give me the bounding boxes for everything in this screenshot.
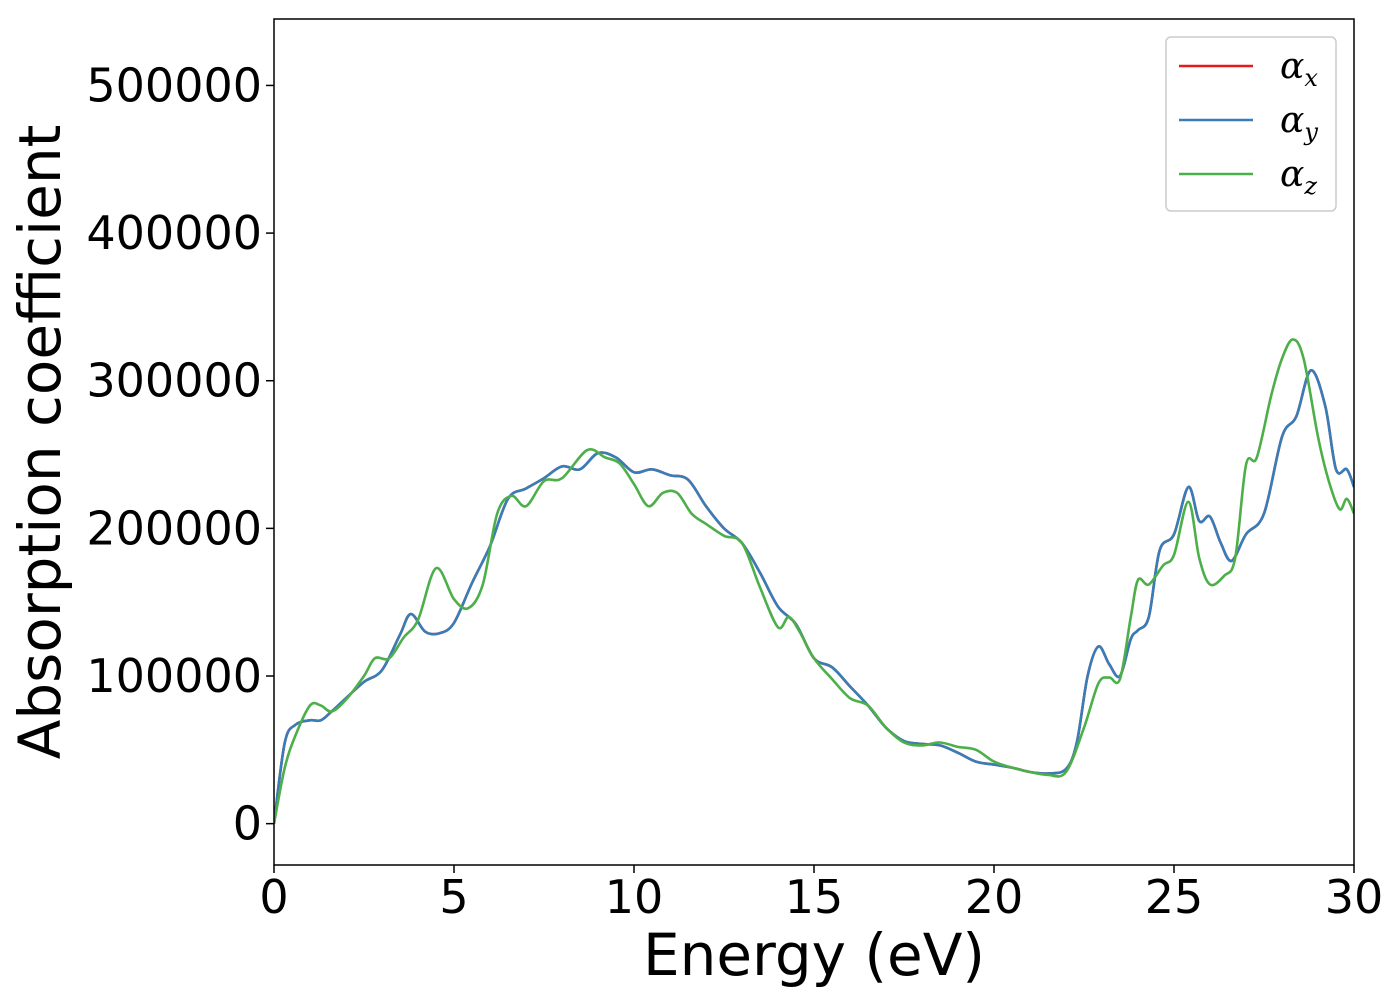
- x-tick-label: 30: [1325, 870, 1384, 924]
- y-tick-label: 300000: [86, 354, 262, 408]
- legend-label-z: αz: [1280, 154, 1317, 200]
- y-tick-label: 200000: [86, 501, 262, 555]
- y-tick-label: 0: [233, 797, 262, 851]
- x-tick-label: 15: [785, 870, 844, 924]
- y-axis-title: Absorption coefficient: [6, 125, 74, 760]
- series-line-z: [274, 338, 1354, 824]
- series-line-x: [274, 369, 1354, 824]
- series-line-y: [274, 369, 1354, 824]
- x-tick-label: 10: [605, 870, 664, 924]
- y-tick-label: 500000: [86, 58, 262, 112]
- x-axis: 0 5 10 15 20 25 30: [259, 865, 1383, 924]
- legend-label-y: αy: [1280, 100, 1318, 146]
- legend-label-x: αx: [1280, 46, 1318, 92]
- x-tick-label: 0: [259, 870, 288, 924]
- y-tick-label: 100000: [86, 649, 262, 703]
- legend: αx αy αz: [1165, 36, 1337, 212]
- x-axis-title: Energy (eV): [643, 921, 985, 989]
- x-tick-label: 20: [965, 870, 1024, 924]
- series-layer: [274, 338, 1354, 824]
- y-axis: 0 100000 200000 300000 400000 500000: [86, 58, 274, 851]
- legend-box: [1165, 36, 1337, 212]
- y-tick-label: 400000: [86, 206, 262, 260]
- x-tick-label: 5: [439, 870, 468, 924]
- x-tick-label: 25: [1145, 870, 1204, 924]
